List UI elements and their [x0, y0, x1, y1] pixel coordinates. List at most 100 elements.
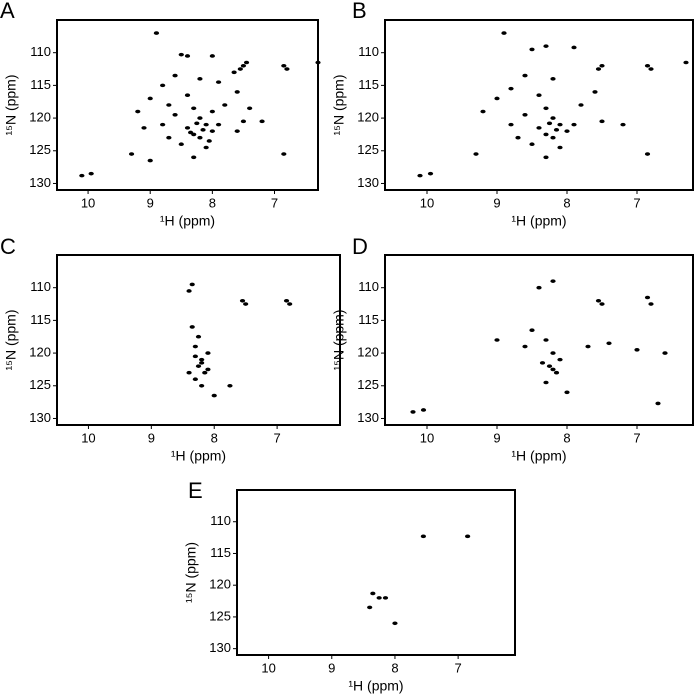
peak [153, 31, 160, 35]
plot-frame [236, 489, 516, 656]
peak [392, 621, 398, 626]
x-tick-label: 8 [563, 195, 570, 210]
peak [234, 90, 240, 94]
peak [203, 122, 209, 127]
peak [287, 302, 293, 306]
peak [410, 410, 416, 414]
peak [543, 380, 549, 385]
peak [420, 408, 427, 412]
peak [283, 298, 290, 303]
peak [557, 145, 563, 150]
peak [189, 282, 195, 287]
y-tick-label: 125 [357, 377, 379, 392]
peak [147, 96, 153, 101]
y-tick-label: 115 [358, 77, 379, 92]
peak [550, 77, 556, 81]
panel-letter: C [0, 234, 16, 259]
peak [205, 367, 211, 372]
x-tick-label: 8 [563, 430, 570, 445]
y-axis-label: ¹⁵N (ppm) [3, 309, 19, 370]
peak [178, 142, 184, 147]
peak [195, 364, 202, 368]
peak [648, 67, 654, 71]
peak [644, 295, 651, 300]
peak [135, 109, 141, 114]
plot-frame [384, 19, 694, 191]
peak [200, 128, 206, 132]
y-tick-label: 120 [29, 345, 51, 360]
peak [79, 173, 85, 178]
peak [184, 126, 191, 130]
y-tick-label: 125 [209, 608, 231, 623]
peak [215, 80, 222, 84]
peak [536, 285, 542, 290]
x-tick-label: 10 [261, 660, 275, 675]
peak [543, 132, 549, 137]
peak [662, 351, 668, 355]
peak [191, 106, 197, 111]
peak [237, 67, 243, 71]
y-tick-label: 125 [29, 142, 51, 157]
peak [543, 106, 549, 111]
peak [494, 338, 500, 342]
x-tick-label: 10 [81, 195, 95, 210]
peak [160, 122, 166, 127]
y-tick-label: 130 [209, 640, 231, 655]
plot-frame [56, 19, 319, 191]
peak [655, 401, 661, 406]
peak [315, 60, 321, 65]
peak [199, 361, 205, 365]
peak [417, 173, 423, 178]
y-tick-label: 115 [30, 77, 51, 92]
peak [427, 171, 434, 176]
peak [578, 103, 584, 107]
y-axis-label: ¹⁵N (ppm) [331, 309, 347, 370]
peak [160, 83, 166, 88]
peak [215, 122, 222, 127]
peak [247, 106, 253, 111]
peak [648, 302, 654, 306]
x-tick-label: 7 [271, 195, 278, 210]
y-tick-label: 110 [30, 44, 51, 59]
x-tick-label: 9 [147, 195, 154, 210]
peak [188, 130, 194, 135]
y-tick-label: 120 [357, 345, 379, 360]
peak [494, 96, 500, 101]
peak [529, 328, 535, 332]
peak [166, 103, 172, 107]
y-tick-label: 110 [358, 44, 379, 59]
peak [205, 351, 211, 355]
y-tick-label: 130 [357, 175, 379, 190]
peak [529, 142, 535, 147]
peak [550, 351, 556, 355]
peak [240, 119, 247, 124]
peak [557, 357, 563, 362]
peak [571, 45, 577, 50]
peak [370, 591, 376, 596]
peak [522, 73, 528, 78]
x-tick-label: 9 [493, 195, 500, 210]
x-tick-label: 9 [148, 430, 155, 445]
peak [599, 119, 605, 124]
peak [195, 334, 202, 339]
peak [184, 93, 191, 97]
peak [211, 393, 217, 398]
peak [522, 344, 528, 349]
peak [420, 534, 426, 539]
peak [243, 302, 249, 306]
y-tick-label: 120 [209, 577, 231, 592]
peak [557, 122, 563, 127]
peak [231, 70, 237, 75]
peak [546, 121, 553, 126]
peak [546, 364, 553, 368]
peak [206, 139, 212, 143]
peak [202, 370, 208, 375]
peak [522, 113, 528, 117]
panel-letter: D [352, 234, 368, 259]
peak [543, 338, 549, 342]
y-tick-label: 130 [29, 410, 51, 425]
plot-frame [384, 254, 694, 426]
peak [553, 128, 560, 132]
peak [592, 90, 598, 94]
y-tick-label: 130 [357, 410, 379, 425]
